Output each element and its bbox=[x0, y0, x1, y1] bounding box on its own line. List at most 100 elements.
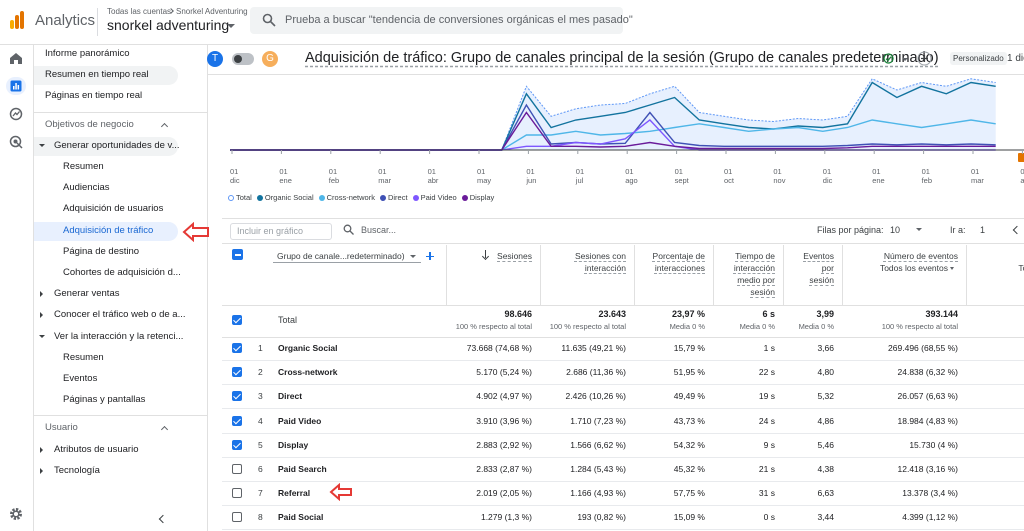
row-cell: 11.635 (49,21 %) bbox=[561, 343, 626, 353]
row-cell: 1.279 (1,3 %) bbox=[480, 512, 532, 523]
caret bbox=[227, 24, 235, 32]
nav-item[interactable]: Tecnología bbox=[54, 464, 100, 476]
advertising-icon[interactable] bbox=[9, 135, 23, 149]
nav-item[interactable]: Atributos de usuario bbox=[54, 443, 139, 455]
include-in-chart[interactable]: Incluir en gráfico bbox=[230, 223, 332, 240]
legend-label[interactable]: Display bbox=[469, 193, 495, 202]
row-name[interactable]: Paid Video bbox=[278, 415, 322, 426]
explore-icon[interactable] bbox=[9, 107, 23, 121]
breadcrumb-root[interactable]: Todas las cuentas bbox=[107, 7, 172, 16]
nav-item[interactable]: Generar oportunidades de v... bbox=[54, 139, 180, 151]
nav-item[interactable]: Ver la interacción y la retenci... bbox=[54, 330, 184, 342]
nav-subitem[interactable]: Resumen bbox=[63, 161, 104, 172]
row-cell: 73.668 (74,68 %) bbox=[466, 343, 532, 353]
table-search[interactable]: Buscar... bbox=[361, 225, 397, 235]
search-box[interactable] bbox=[250, 7, 623, 34]
row-checkbox[interactable] bbox=[232, 512, 242, 523]
expander bbox=[39, 143, 45, 150]
avatar[interactable]: T bbox=[207, 51, 223, 67]
settings-icon[interactable] bbox=[9, 507, 23, 521]
row-checkbox[interactable] bbox=[232, 488, 242, 499]
nav-item[interactable]: Páginas en tiempo real bbox=[45, 90, 143, 102]
section-header[interactable]: Usuario bbox=[45, 422, 78, 434]
row-cell: 15.730 (4 %) bbox=[909, 439, 958, 450]
traffic-chart bbox=[230, 78, 1024, 162]
row-checkbox[interactable] bbox=[232, 439, 242, 450]
column-header[interactable]: Eve bbox=[1000, 250, 1024, 262]
row-checkbox[interactable] bbox=[232, 464, 242, 474]
row-checkbox[interactable] bbox=[232, 367, 242, 378]
legend-label[interactable]: Organic Social bbox=[264, 193, 314, 202]
section-header[interactable]: Objetivos de negocio bbox=[45, 118, 134, 130]
nav-subitem[interactable]: Adquisición de tráfico bbox=[63, 224, 154, 236]
nav-subitem[interactable]: Adquisición de usuarios bbox=[63, 203, 164, 215]
row-name[interactable]: Cross-network bbox=[278, 367, 338, 378]
row-name[interactable]: Display bbox=[278, 439, 309, 450]
x-tick-label: 01 dic bbox=[822, 167, 833, 185]
nav-subitem[interactable]: Páginas y pantallas bbox=[63, 394, 146, 406]
column-header[interactable]: Eventos por sesión bbox=[803, 251, 834, 285]
expander bbox=[40, 291, 46, 298]
legend-label[interactable]: Paid Video bbox=[420, 193, 457, 202]
row-index: 5 bbox=[258, 439, 263, 450]
goto-page[interactable]: 1 bbox=[980, 225, 986, 235]
search-placeholder: Prueba a buscar "tendencia de conversion… bbox=[285, 14, 633, 26]
annotation-marker bbox=[1018, 153, 1024, 162]
nav-item[interactable]: Resumen en tiempo real bbox=[45, 69, 149, 81]
x-tick-label: 01 ene bbox=[872, 167, 885, 185]
annotation-arrow bbox=[182, 222, 209, 242]
column-header[interactable]: Número de eventos bbox=[883, 251, 958, 261]
rows-per-page[interactable]: 10 bbox=[890, 225, 901, 235]
row-checkbox[interactable] bbox=[232, 315, 242, 325]
avatar[interactable]: G bbox=[262, 51, 278, 67]
property-selector[interactable]: snorkel adventuring bbox=[107, 17, 230, 33]
column-divider bbox=[842, 245, 843, 305]
row-line bbox=[222, 305, 1024, 306]
total-value: 3,99 bbox=[816, 309, 834, 319]
column-header[interactable]: Tiempo de interacción medio por sesión bbox=[733, 251, 775, 297]
total-note: Media 0 % bbox=[739, 322, 775, 331]
home-icon[interactable] bbox=[9, 52, 23, 65]
nav-subitem[interactable]: Página de destino bbox=[63, 245, 140, 257]
date-range[interactable]: 1 dic bbox=[1007, 53, 1024, 64]
nav-subitem[interactable]: Cohortes de adquisición d... bbox=[63, 267, 181, 278]
column-divider bbox=[966, 245, 967, 305]
row-cell: 9 s bbox=[763, 439, 775, 450]
breadcrumb-account[interactable]: Snorkel Adventuring bbox=[176, 7, 248, 16]
nav-item[interactable]: Generar ventas bbox=[54, 288, 120, 300]
row-checkbox[interactable] bbox=[232, 415, 242, 426]
row-cell: 12.418 (3,16 %) bbox=[897, 464, 958, 474]
row-name[interactable]: Organic Social bbox=[278, 343, 338, 353]
add-comparison[interactable] bbox=[917, 51, 932, 66]
dimension-select[interactable]: Grupo de canale...redeterminado) bbox=[273, 250, 421, 263]
nav-subitem[interactable]: Resumen bbox=[63, 351, 104, 363]
row-name[interactable]: Referral bbox=[278, 488, 311, 499]
row-checkbox[interactable] bbox=[232, 391, 242, 402]
x-tick-label: 01 mar bbox=[971, 167, 984, 185]
legend-label[interactable]: Direct bbox=[387, 193, 408, 202]
row-name[interactable]: Direct bbox=[278, 391, 303, 402]
legend-label[interactable]: Total bbox=[236, 193, 252, 202]
row-cell: 43,73 % bbox=[673, 415, 705, 426]
row-name[interactable]: Paid Social bbox=[278, 512, 324, 523]
column-header[interactable]: Porcentaje de interacciones bbox=[652, 251, 705, 273]
title-caret[interactable] bbox=[902, 58, 908, 64]
column-sublabel[interactable]: Todos los eventos bbox=[879, 263, 948, 273]
status-check bbox=[883, 53, 894, 64]
sublabel-caret bbox=[950, 267, 954, 272]
column-header[interactable]: Sesiones con interacción bbox=[574, 251, 626, 273]
report-header bbox=[208, 44, 1024, 75]
nav-item[interactable]: Conocer el tráfico web o de a... bbox=[54, 309, 186, 321]
nav-item[interactable]: Informe panorámico bbox=[45, 48, 130, 59]
column-header[interactable]: Sesiones bbox=[497, 251, 532, 261]
legend-marker bbox=[379, 195, 386, 201]
row-name[interactable]: Paid Search bbox=[278, 464, 327, 474]
legend-label[interactable]: Cross-network bbox=[326, 193, 375, 202]
sidebar bbox=[34, 44, 208, 531]
row-checkbox[interactable] bbox=[232, 343, 242, 353]
column-sublabel[interactable]: Todos lo bbox=[1018, 263, 1024, 273]
nav-subitem[interactable]: Audiencias bbox=[63, 182, 110, 194]
row-cell: 4,80 bbox=[817, 367, 834, 378]
header-divider bbox=[97, 8, 98, 36]
nav-subitem[interactable]: Eventos bbox=[63, 373, 98, 384]
